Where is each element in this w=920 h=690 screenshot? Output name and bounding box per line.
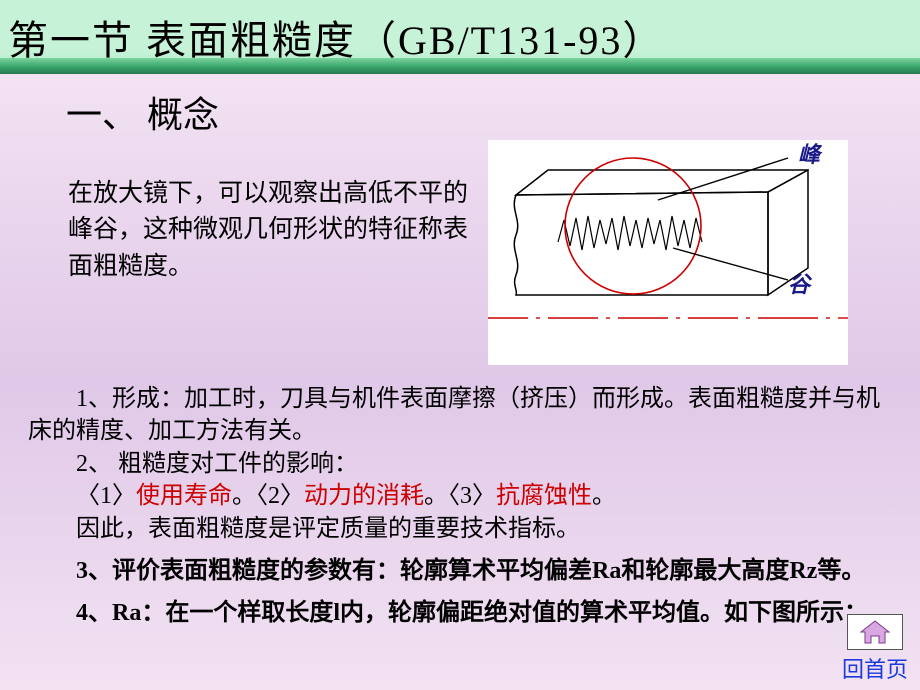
diagram-valley-label: 谷 xyxy=(788,272,813,297)
home-icon xyxy=(847,614,903,650)
intro-row: 在放大镜下，可以观察出高低不平的峰谷，这种微观几何形状的特征称表面粗糙度。 xyxy=(28,150,892,365)
title-bar: 第一节 表面粗糙度（GB/T131-93） xyxy=(0,0,920,74)
home-button[interactable]: 回首页 xyxy=(842,614,908,684)
effect-3-sep: 。 xyxy=(592,483,616,509)
effect-2-sep: 。〈3〉 xyxy=(424,483,496,509)
intro-text: 在放大镜下，可以观察出高低不平的峰谷，这种微观几何形状的特征称表面粗糙度。 xyxy=(68,176,488,285)
section-heading: 一、 概念 xyxy=(66,86,892,138)
main-content: 一、 概念 在放大镜下，可以观察出高低不平的峰谷，这种微观几何形状的特征称表面粗… xyxy=(0,74,920,690)
para-3: 3、评价表面粗糙度的参数有：轮廓算术平均偏差Ra和轮廓最大高度Rz等。 xyxy=(28,555,892,587)
para-4: 4、Ra：在一个样取长度l内，轮廓偏距绝对值的算术平均值。如下图所示： xyxy=(28,597,892,629)
effect-1-prefix: 〈1〉 xyxy=(76,483,136,509)
para-2-lead: 2、 粗糙度对工件的影响： xyxy=(28,448,892,480)
diagram-peak-label: 峰 xyxy=(798,142,823,167)
home-label: 回首页 xyxy=(842,652,908,684)
effect-1-sep: 。〈2〉 xyxy=(232,483,304,509)
para-2-conclude: 因此，表面粗糙度是评定质量的重要技术指标。 xyxy=(28,513,892,545)
body-text: 1、形成：加工时，刀具与机件表面摩擦（挤压）而形成。表面粗糙度并与机床的精度、加… xyxy=(28,383,892,630)
diagram-svg: 峰 谷 xyxy=(488,140,848,365)
para-1: 1、形成：加工时，刀具与机件表面摩擦（挤压）而形成。表面粗糙度并与机床的精度、加… xyxy=(28,383,892,448)
effect-2: 动力的消耗 xyxy=(304,483,424,509)
para-2-effects: 〈1〉使用寿命。〈2〉动力的消耗。〈3〉抗腐蚀性。 xyxy=(28,480,892,512)
page-title: 第一节 表面粗糙度（GB/T131-93） xyxy=(8,8,664,66)
effect-3: 抗腐蚀性 xyxy=(496,483,592,509)
effect-1: 使用寿命 xyxy=(136,483,232,509)
roughness-diagram: 峰 谷 xyxy=(488,140,848,365)
